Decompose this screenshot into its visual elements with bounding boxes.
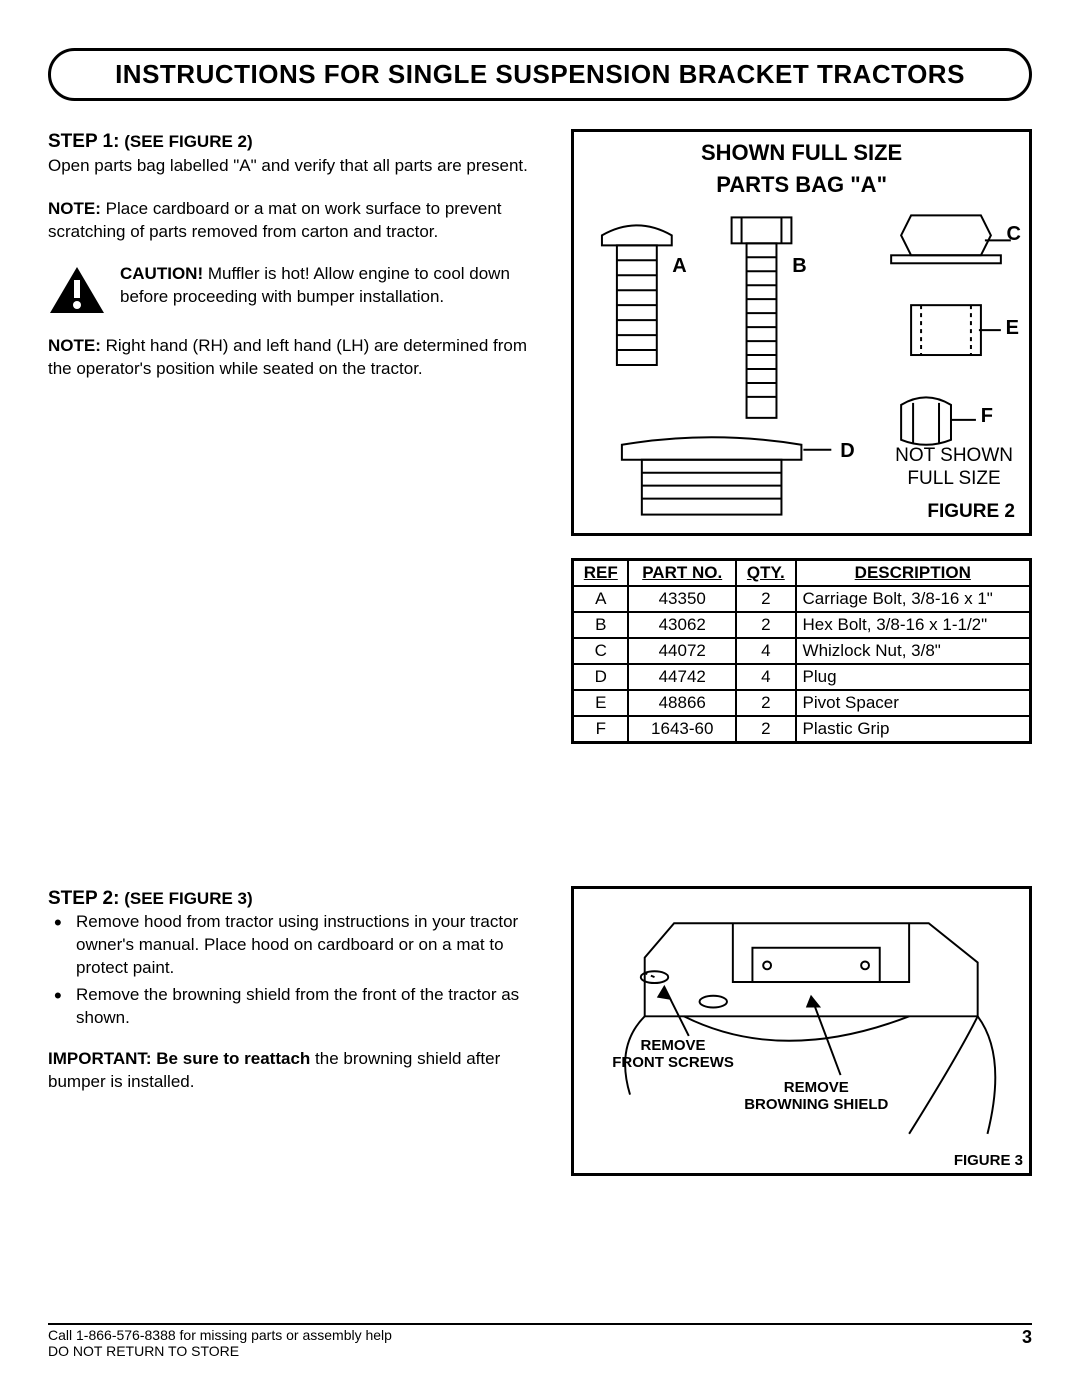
table-cell: 43350 (628, 586, 736, 612)
step1-note-a: NOTE: Place cardboard or a mat on work s… (48, 198, 547, 244)
figure-2-box: SHOWN FULL SIZE PARTS BAG "A" (571, 129, 1032, 536)
table-cell: D (573, 664, 629, 690)
table-row: F1643-602Plastic Grip (573, 716, 1031, 743)
page-footer: Call 1-866-576-8388 for missing parts or… (48, 1323, 1032, 1359)
important-label: IMPORTANT: Be sure to reattach (48, 1049, 315, 1068)
right-column: SHOWN FULL SIZE PARTS BAG "A" (571, 129, 1032, 766)
step2-column: STEP 2: (SEE FIGURE 3) Remove hood from … (48, 886, 547, 1176)
table-cell: Plug (796, 664, 1031, 690)
page-title: INSTRUCTIONS FOR SINGLE SUSPENSION BRACK… (51, 59, 1029, 90)
step1-heading: STEP 1: (48, 131, 119, 152)
figure3-remove-screws: REMOVE FRONT SCREWS (612, 1037, 734, 1072)
th-qty: QTY. (736, 559, 795, 586)
figure-3-box: REMOVE FRONT SCREWS REMOVE BROWNING SHIE… (571, 886, 1032, 1176)
figure2-label-a: A (672, 255, 686, 278)
note-a-label: NOTE: (48, 199, 106, 218)
page-number: 3 (1022, 1327, 1032, 1359)
caution-text-wrap: CAUTION! Muffler is hot! Allow engine to… (120, 263, 547, 309)
note-b-label: NOTE: (48, 336, 106, 355)
table-cell: Plastic Grip (796, 716, 1031, 743)
table-cell: A (573, 586, 629, 612)
table-cell: F (573, 716, 629, 743)
step2-bullet-list: Remove hood from tractor using instructi… (48, 911, 547, 1030)
step1-open: Open parts bag labelled "A" and verify t… (48, 156, 528, 175)
figure-2-title1: SHOWN FULL SIZE (582, 140, 1021, 166)
step2-head-block: STEP 2: (SEE FIGURE 3) (48, 886, 547, 912)
table-cell: Pivot Spacer (796, 690, 1031, 716)
figure2-label-c: C (1007, 223, 1021, 246)
table-row: B430622Hex Bolt, 3/8-16 x 1-1/2" (573, 612, 1031, 638)
table-cell: 1643-60 (628, 716, 736, 743)
table-cell: 4 (736, 638, 795, 664)
th-partno: PART NO. (628, 559, 736, 586)
th-desc: DESCRIPTION (796, 559, 1031, 586)
step2-heading: STEP 2: (48, 888, 119, 909)
parts-table: REF PART NO. QTY. DESCRIPTION A433502Car… (571, 558, 1032, 744)
left-column: STEP 1: (SEE FIGURE 2) Open parts bag la… (48, 129, 547, 766)
table-cell: E (573, 690, 629, 716)
warning-icon (48, 265, 106, 315)
table-cell: Whizlock Nut, 3/8" (796, 638, 1031, 664)
note-a-text: Place cardboard or a mat on work surface… (48, 199, 502, 241)
table-cell: Hex Bolt, 3/8-16 x 1-1/2" (796, 612, 1031, 638)
list-item: Remove the browning shield from the fron… (76, 984, 547, 1030)
footer-line2: DO NOT RETURN TO STORE (48, 1343, 392, 1359)
figure2-caption: FIGURE 2 (927, 501, 1015, 523)
th-ref: REF (573, 559, 629, 586)
list-item: Remove hood from tractor using instructi… (76, 911, 547, 980)
figure3-remove-shield: REMOVE BROWNING SHIELD (744, 1079, 888, 1114)
figure2-label-b: B (792, 255, 806, 278)
footer-line1: Call 1-866-576-8388 for missing parts or… (48, 1327, 392, 1343)
table-cell: 4 (736, 664, 795, 690)
figure3-caption: FIGURE 3 (954, 1152, 1023, 1169)
step2-ref: (SEE FIGURE 3) (124, 889, 252, 908)
table-cell: 44742 (628, 664, 736, 690)
figure2-label-d: D (840, 440, 854, 463)
figure-2-title2: PARTS BAG "A" (582, 172, 1021, 198)
table-cell: Carriage Bolt, 3/8-16 x 1" (796, 586, 1031, 612)
table-cell: B (573, 612, 629, 638)
table-cell: 48866 (628, 690, 736, 716)
table-cell: 2 (736, 690, 795, 716)
table-row: E488662Pivot Spacer (573, 690, 1031, 716)
table-row: D447424Plug (573, 664, 1031, 690)
caution-label: CAUTION! (120, 264, 208, 283)
title-bar: INSTRUCTIONS FOR SINGLE SUSPENSION BRACK… (48, 48, 1032, 101)
step1-head-block: STEP 1: (SEE FIGURE 2) Open parts bag la… (48, 129, 547, 178)
table-cell: 2 (736, 612, 795, 638)
note-b-text: Right hand (RH) and left hand (LH) are d… (48, 336, 527, 378)
table-cell: 43062 (628, 612, 736, 638)
figure2-not-shown: NOT SHOWN FULL SIZE (895, 445, 1013, 491)
table-cell: 2 (736, 586, 795, 612)
step2-important: IMPORTANT: Be sure to reattach the brown… (48, 1048, 547, 1094)
figure2-label-f: F (981, 405, 993, 428)
step1-note-b: NOTE: Right hand (RH) and left hand (LH)… (48, 335, 547, 381)
table-row: A433502Carriage Bolt, 3/8-16 x 1" (573, 586, 1031, 612)
table-row: C440724Whizlock Nut, 3/8" (573, 638, 1031, 664)
figure-2-drawing: A B C D E F NOT SHOWN FULL SIZE FIGURE 2 (582, 205, 1021, 525)
caution-block: CAUTION! Muffler is hot! Allow engine to… (48, 263, 547, 315)
table-cell: 44072 (628, 638, 736, 664)
table-cell: 2 (736, 716, 795, 743)
figure2-label-e: E (1006, 317, 1019, 340)
step1-ref: (SEE FIGURE 2) (124, 132, 252, 151)
table-cell: C (573, 638, 629, 664)
table-header-row: REF PART NO. QTY. DESCRIPTION (573, 559, 1031, 586)
